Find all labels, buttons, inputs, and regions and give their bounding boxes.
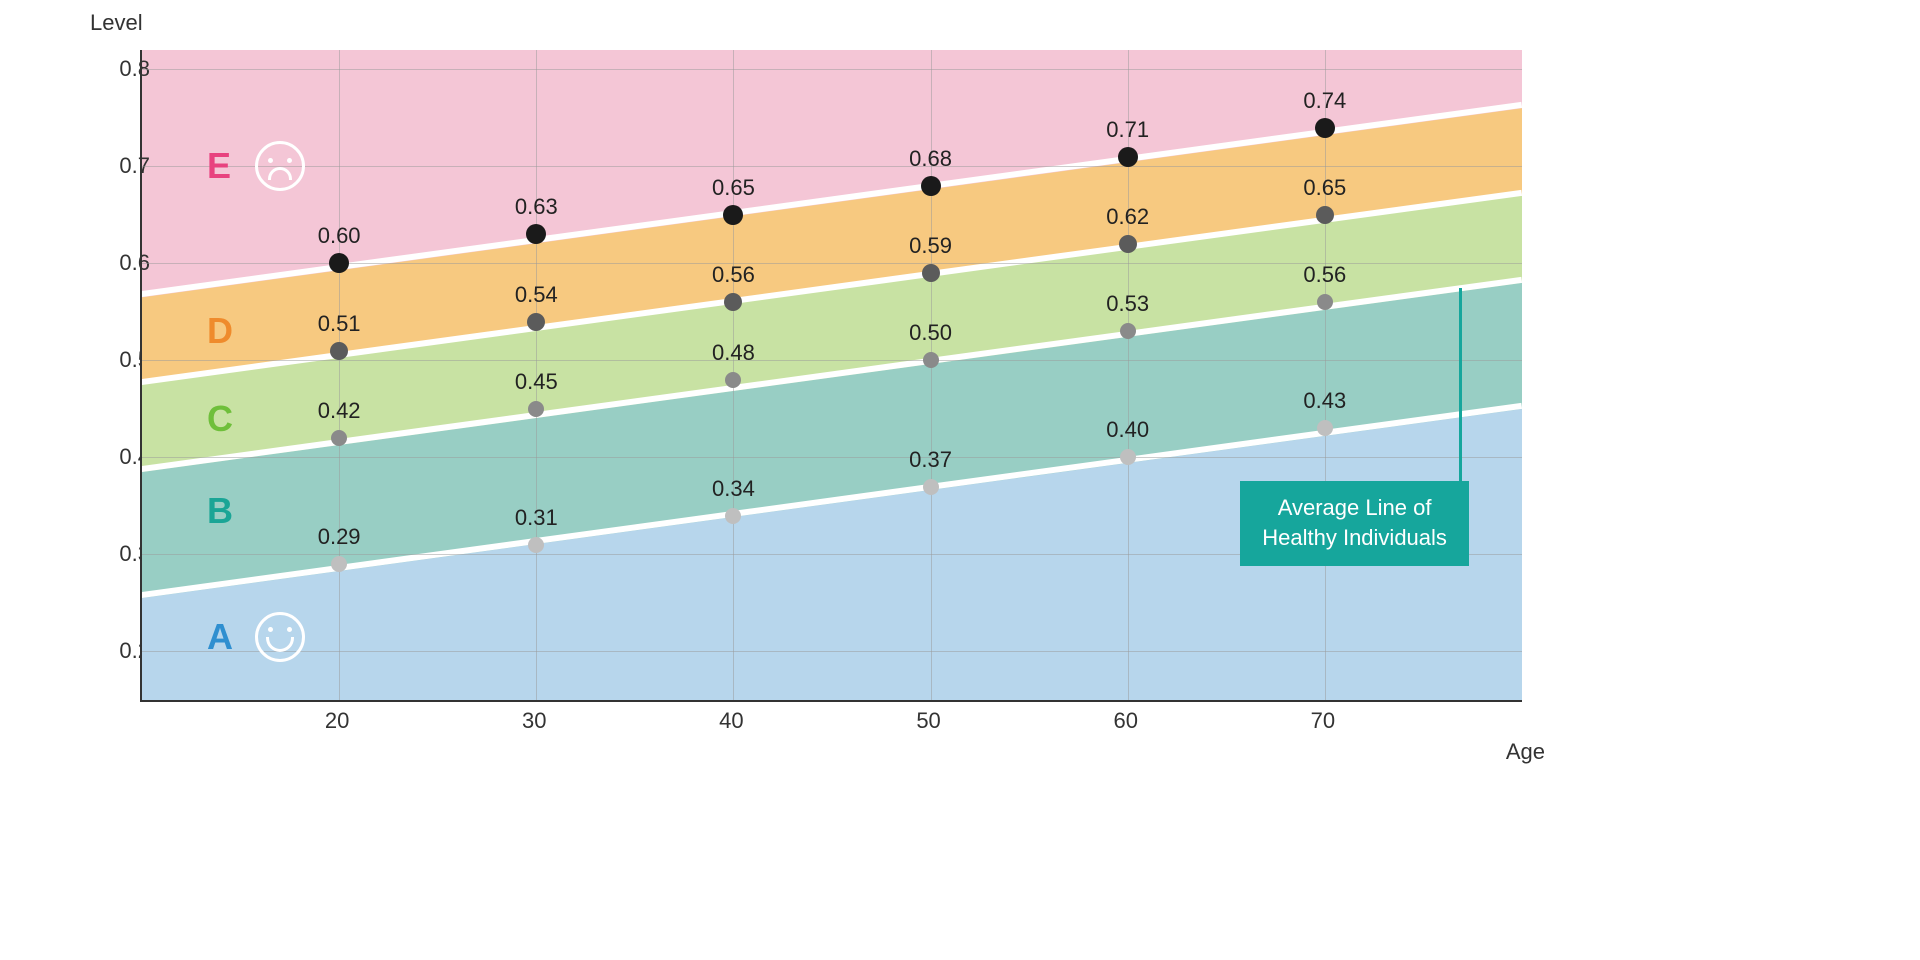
data-point-label: 0.43 [1303, 388, 1346, 414]
y-tick-label: 0.4 [90, 444, 150, 470]
data-point [725, 372, 741, 388]
y-tick-label: 0.6 [90, 250, 150, 276]
data-point-label: 0.34 [712, 476, 755, 502]
x-tick-label: 20 [325, 708, 349, 734]
data-point [1316, 206, 1334, 224]
data-point [528, 537, 544, 553]
data-point [723, 205, 743, 225]
data-point [725, 508, 741, 524]
y-axis-title: Level [90, 10, 143, 36]
gridline-vertical [339, 50, 340, 700]
gridline-vertical [1325, 50, 1326, 700]
health-level-chart: Level ABCDE0.290.310.340.370.400.430.420… [40, 40, 1540, 760]
data-point-label: 0.53 [1106, 291, 1149, 317]
x-tick-label: 60 [1113, 708, 1137, 734]
happy-face-icon [255, 612, 305, 662]
data-point [1317, 294, 1333, 310]
data-point [922, 264, 940, 282]
data-point [331, 430, 347, 446]
band-label-a: A [207, 616, 233, 658]
band-label-d: D [207, 310, 233, 352]
band-label-c: C [207, 398, 233, 440]
plot-area: A B C D E 0.29 0.31 0.34 0.37 0.40 0.43 0.42 0.45 0.4… [140, 50, 1522, 702]
data-point [526, 224, 546, 244]
data-point-label: 0.40 [1106, 417, 1149, 443]
data-point [1315, 118, 1335, 138]
data-point-label: 0.56 [1303, 262, 1346, 288]
data-point-label: 0.31 [515, 505, 558, 531]
band-label-e: E [207, 145, 231, 187]
y-tick-label: 0.3 [90, 541, 150, 567]
gridline-horizontal [142, 69, 1522, 70]
data-point [921, 176, 941, 196]
data-point-label: 0.71 [1106, 117, 1149, 143]
data-point-label: 0.54 [515, 282, 558, 308]
x-tick-label: 40 [719, 708, 743, 734]
x-tick-label: 50 [916, 708, 940, 734]
data-point [331, 556, 347, 572]
y-tick-label: 0.5 [90, 347, 150, 373]
data-point-label: 0.56 [712, 262, 755, 288]
data-point-label: 0.63 [515, 194, 558, 220]
data-point-label: 0.51 [318, 311, 361, 337]
data-point [1120, 323, 1136, 339]
data-point-label: 0.50 [909, 320, 952, 346]
data-point [1119, 235, 1137, 253]
data-point [1118, 147, 1138, 167]
y-tick-label: 0.2 [90, 638, 150, 664]
data-point-label: 0.62 [1106, 204, 1149, 230]
data-point-label: 0.29 [318, 524, 361, 550]
data-point [330, 342, 348, 360]
data-point [329, 253, 349, 273]
data-point-label: 0.74 [1303, 88, 1346, 114]
y-tick-label: 0.8 [90, 56, 150, 82]
data-point [923, 479, 939, 495]
data-point-label: 0.68 [909, 146, 952, 172]
data-point-label: 0.59 [909, 233, 952, 259]
data-point [1317, 420, 1333, 436]
band-label-b: B [207, 490, 233, 532]
x-tick-label: 30 [522, 708, 546, 734]
data-point-label: 0.48 [712, 340, 755, 366]
legend-average-line: Average Line ofHealthy Individuals [1240, 481, 1469, 567]
gridline-horizontal [142, 457, 1522, 458]
sad-face-icon [255, 141, 305, 191]
data-point-label: 0.65 [712, 175, 755, 201]
data-point-label: 0.65 [1303, 175, 1346, 201]
data-point [527, 313, 545, 331]
data-point [724, 293, 742, 311]
y-tick-label: 0.7 [90, 153, 150, 179]
data-point-label: 0.45 [515, 369, 558, 395]
gridline-horizontal [142, 651, 1522, 652]
data-point-label: 0.42 [318, 398, 361, 424]
data-point-label: 0.60 [318, 223, 361, 249]
x-axis-title: Age [1506, 739, 1545, 765]
data-point [923, 352, 939, 368]
data-point [1120, 449, 1136, 465]
x-tick-label: 70 [1311, 708, 1335, 734]
data-point [528, 401, 544, 417]
gridline-horizontal [142, 166, 1522, 167]
gridline-horizontal [142, 360, 1522, 361]
data-point-label: 0.37 [909, 447, 952, 473]
